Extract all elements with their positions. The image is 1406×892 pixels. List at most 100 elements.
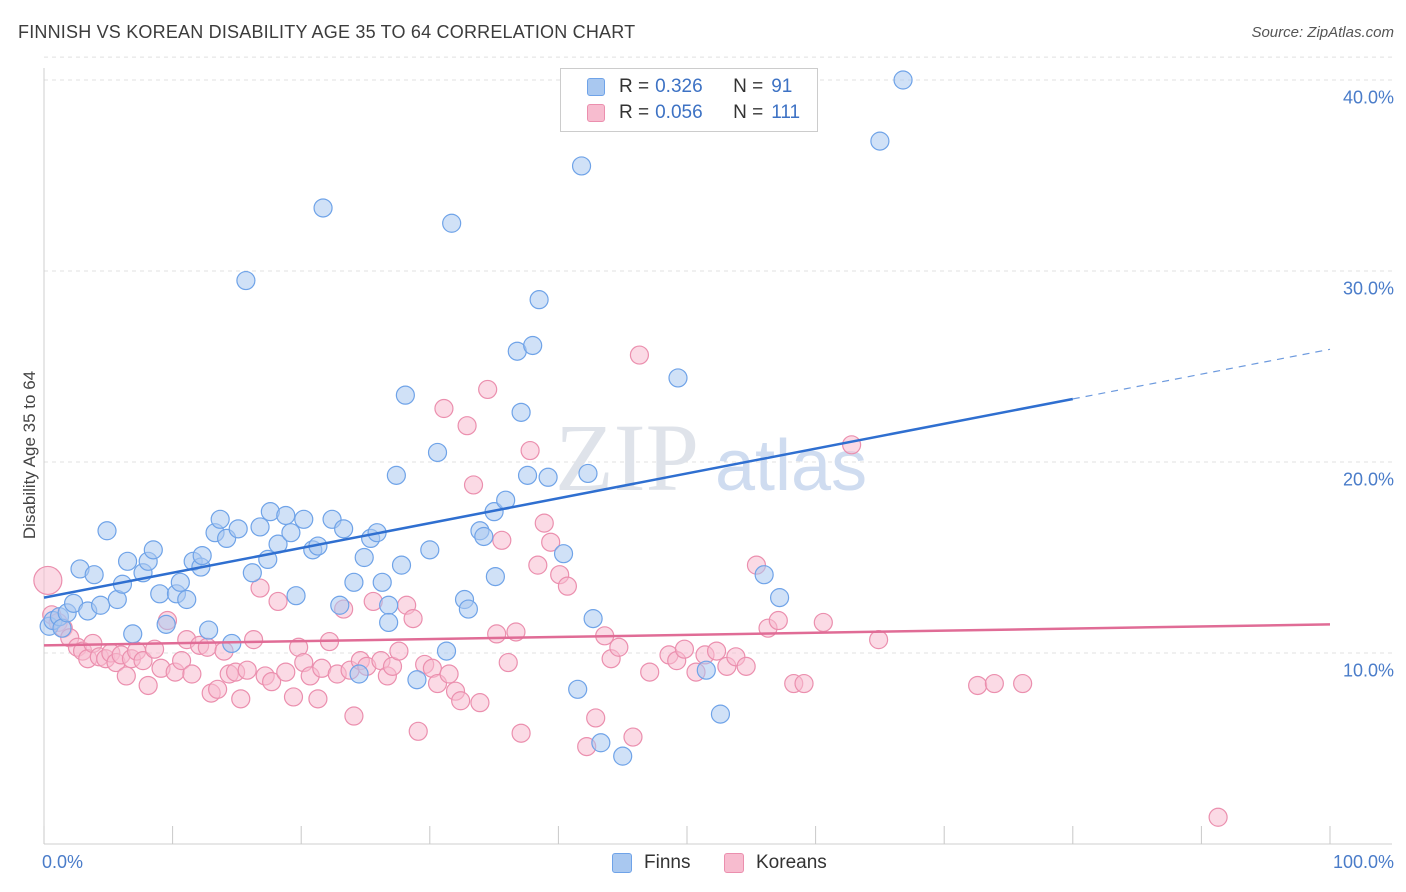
data-point bbox=[463, 475, 484, 495]
data-point bbox=[538, 467, 558, 487]
data-point bbox=[231, 689, 251, 709]
data-point bbox=[386, 465, 406, 485]
data-point bbox=[349, 664, 369, 684]
data-point bbox=[451, 691, 471, 711]
data-point bbox=[1208, 807, 1228, 827]
data-point bbox=[541, 532, 561, 552]
data-point bbox=[403, 609, 423, 629]
data-point bbox=[250, 517, 270, 537]
source-credit: Source: ZipAtlas.com bbox=[1251, 24, 1394, 41]
data-point bbox=[250, 578, 270, 598]
data-point bbox=[84, 565, 104, 585]
data-point bbox=[236, 270, 256, 291]
data-point bbox=[123, 624, 143, 644]
data-point bbox=[869, 630, 889, 650]
data-point bbox=[286, 586, 306, 606]
x-tick-label-min: 0.0% bbox=[42, 852, 84, 872]
data-point bbox=[407, 670, 427, 690]
data-point bbox=[458, 599, 478, 619]
data-point bbox=[609, 637, 629, 657]
legend-row-finns: R = 0.326 N = 91 bbox=[587, 75, 792, 99]
data-point bbox=[474, 526, 494, 547]
data-point bbox=[197, 637, 217, 657]
data-point bbox=[591, 733, 611, 753]
data-point bbox=[372, 572, 392, 592]
x-tick-label-max: 100.0% bbox=[1332, 852, 1394, 872]
series-koreans-points bbox=[33, 345, 1228, 827]
data-point bbox=[478, 379, 498, 400]
data-point bbox=[571, 156, 592, 176]
data-point bbox=[529, 290, 549, 310]
bottom-legend-finns: Finns bbox=[612, 852, 690, 874]
legend-n-value: 111 bbox=[771, 102, 801, 123]
y-tick-label: 40.0% bbox=[1342, 87, 1394, 108]
finns-label: Finns bbox=[644, 852, 691, 873]
data-point bbox=[534, 513, 554, 533]
legend-n-label: N = bbox=[733, 102, 764, 123]
legend: R = 0.326 N = 91 R = 0.056 N = 111 bbox=[560, 68, 818, 132]
data-point bbox=[192, 545, 212, 566]
data-point bbox=[613, 746, 633, 766]
data-point bbox=[511, 723, 531, 743]
data-point bbox=[116, 666, 136, 686]
data-point bbox=[276, 505, 296, 526]
axes bbox=[43, 68, 1392, 845]
legend-r-value: 0.326 bbox=[655, 76, 703, 97]
data-point bbox=[517, 465, 538, 485]
data-point bbox=[968, 675, 988, 696]
data-point bbox=[706, 641, 727, 661]
data-point bbox=[138, 675, 158, 696]
data-point bbox=[487, 624, 507, 644]
data-point bbox=[379, 612, 399, 633]
legend-row-koreans: R = 0.056 N = 111 bbox=[587, 101, 800, 125]
data-point bbox=[736, 656, 756, 676]
data-point bbox=[262, 672, 282, 692]
gridlines bbox=[44, 56, 1392, 654]
data-point bbox=[344, 572, 364, 592]
data-point bbox=[629, 345, 650, 365]
trend-lines bbox=[43, 348, 1331, 647]
data-point bbox=[754, 565, 774, 585]
data-point bbox=[557, 576, 578, 596]
data-point bbox=[492, 530, 512, 550]
data-point bbox=[228, 519, 248, 539]
data-point bbox=[308, 689, 328, 709]
chart-title: FINNISH VS KOREAN DISABILITY AGE 35 TO 6… bbox=[18, 22, 636, 42]
data-point bbox=[768, 610, 788, 631]
data-point bbox=[870, 131, 890, 151]
data-point bbox=[769, 588, 790, 608]
y-tick-label: 30.0% bbox=[1342, 278, 1394, 299]
data-point bbox=[334, 519, 354, 539]
data-point bbox=[696, 660, 716, 680]
data-point bbox=[150, 584, 170, 604]
data-point bbox=[283, 687, 304, 707]
series-finns-points bbox=[39, 70, 913, 766]
data-point bbox=[97, 521, 117, 541]
data-point bbox=[208, 679, 228, 699]
trend-line-finns-extension bbox=[1072, 348, 1331, 400]
data-point bbox=[623, 727, 643, 747]
data-point bbox=[408, 721, 428, 741]
data-point bbox=[710, 704, 731, 724]
data-point bbox=[395, 385, 415, 405]
data-point bbox=[485, 566, 505, 587]
data-point bbox=[674, 639, 695, 659]
data-point bbox=[813, 612, 833, 633]
data-point bbox=[427, 442, 448, 463]
data-point bbox=[268, 591, 288, 612]
data-point bbox=[170, 572, 190, 592]
data-point bbox=[344, 706, 364, 726]
y-axis-label: Disability Age 35 to 64 bbox=[20, 370, 39, 540]
data-point bbox=[281, 523, 301, 543]
data-point bbox=[156, 614, 176, 634]
data-point bbox=[568, 679, 588, 699]
data-point bbox=[553, 544, 574, 564]
data-point bbox=[578, 463, 598, 484]
data-point bbox=[242, 563, 262, 583]
data-point bbox=[511, 402, 531, 422]
data-point bbox=[379, 595, 399, 615]
data-point bbox=[436, 641, 457, 661]
data-point bbox=[520, 440, 540, 461]
data-point bbox=[528, 555, 548, 575]
